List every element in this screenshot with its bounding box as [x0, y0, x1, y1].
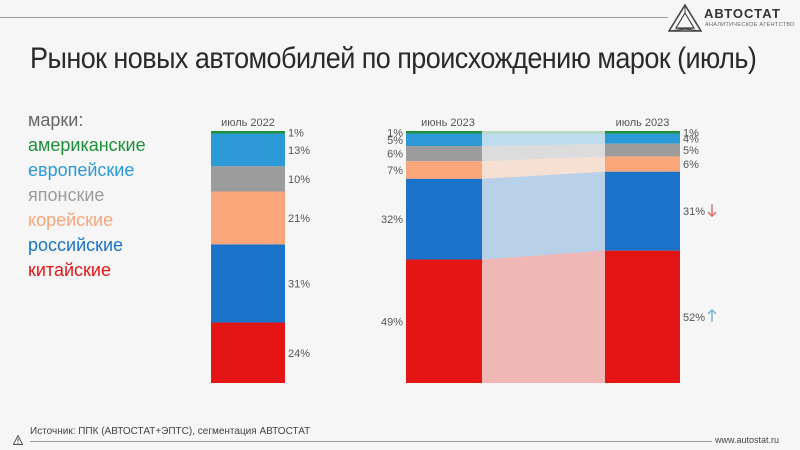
bar-jun2023-chinese — [406, 259, 482, 383]
label-2022-japanese: 10% — [288, 174, 310, 186]
legend: марки: американские европейские японские… — [28, 108, 146, 283]
warning-icon — [13, 435, 23, 445]
logo-name: АВТОСТАТ — [704, 6, 781, 21]
flow-russian — [482, 171, 605, 260]
label-jun2023-chinese: 49% — [381, 316, 403, 328]
legend-item-russian: российские — [28, 235, 124, 255]
bar-jun2023-korean — [406, 161, 482, 179]
trend-arrow-chinese-up — [707, 308, 717, 322]
logo-subtitle: аналитическое агентство — [705, 22, 795, 28]
category-label-jul2023: июль 2023 — [616, 117, 670, 129]
label-jun2023-korean: 7% — [387, 165, 403, 177]
label-jul2023-korean: 6% — [683, 159, 699, 171]
footer-divider — [30, 441, 712, 442]
label-2022-korean: 21% — [288, 213, 310, 225]
bar-jun2023-japanese — [406, 146, 482, 162]
bar-jul2023-russian — [605, 171, 680, 251]
bar-2022-korean — [211, 191, 285, 245]
legend-item-chinese: китайские — [28, 260, 111, 280]
flow-european — [482, 133, 605, 147]
trend-arrow-russian-down — [707, 204, 717, 218]
legend-item-japanese: японские — [28, 185, 105, 205]
label-jul2023-russian: 31% — [683, 206, 705, 218]
label-jun2023-european: 5% — [387, 135, 403, 147]
bar-2022-chinese — [211, 322, 285, 383]
label-jun2023-japanese: 6% — [387, 149, 403, 161]
label-jun2023-russian: 32% — [381, 214, 403, 226]
bar-jul2023-chinese — [605, 250, 680, 383]
bar-jul2023-european — [605, 133, 680, 144]
flow-japanese — [482, 143, 605, 162]
flow-korean — [482, 156, 605, 179]
legend-item-european: европейские — [28, 160, 135, 180]
bar-2022-russian — [211, 244, 285, 323]
bar-jun2023-european — [406, 133, 482, 147]
page-title: Рынок новых автомобилей по происхождению… — [30, 42, 757, 75]
category-label-jun2023: июнь 2023 — [421, 117, 475, 129]
source-note: Источник: ППК (АВТОСТАТ+ЭПТС), сегментац… — [30, 426, 311, 437]
flow-chinese — [482, 250, 605, 383]
bar-jul2023-korean — [605, 156, 680, 172]
bar-2022-japanese — [211, 166, 285, 192]
flow-american — [482, 131, 605, 134]
legend-item-american: американские — [28, 135, 146, 155]
bar-jul2023-japanese — [605, 143, 680, 157]
bar-jun2023-american — [406, 131, 482, 134]
label-2022-american: 1% — [288, 127, 304, 139]
bar-2022-european — [211, 133, 285, 167]
autostat-logo-icon — [668, 4, 702, 32]
site-url: www.autostat.ru — [715, 435, 780, 445]
label-jul2023-european: 4% — [683, 134, 699, 146]
label-jul2023-american: 1% — [683, 127, 699, 139]
label-2022-russian: 31% — [288, 278, 310, 290]
legend-heading: марки: — [28, 110, 84, 130]
header-divider — [0, 17, 668, 18]
bar-jul2023-american — [605, 131, 680, 134]
bar-jun2023-russian — [406, 178, 482, 260]
label-2022-chinese: 24% — [288, 348, 310, 360]
label-2022-european: 13% — [288, 145, 310, 157]
legend-item-korean: корейские — [28, 210, 114, 230]
label-jun2023-american: 1% — [387, 127, 403, 139]
bar-2022-american — [211, 131, 285, 134]
category-label-2022: июль 2022 — [221, 117, 275, 129]
label-jul2023-chinese: 52% — [683, 312, 705, 324]
label-jul2023-japanese: 5% — [683, 145, 699, 157]
